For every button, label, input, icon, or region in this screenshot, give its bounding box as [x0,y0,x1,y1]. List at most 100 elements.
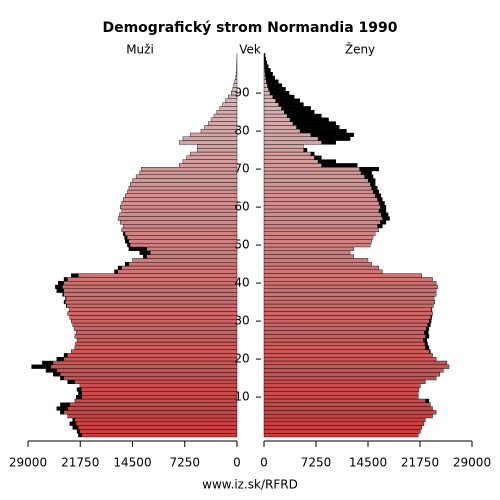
bar-male [74,334,238,339]
bar-female [263,288,437,293]
bar-male [60,376,238,381]
excess-male [60,402,70,407]
excess-male [78,391,83,396]
excess-female [281,106,311,111]
bar-female [263,155,322,160]
bar-male [197,144,238,149]
bar-male [122,223,238,229]
bar-male [58,281,238,286]
bar-female [263,417,426,422]
excess-male [72,425,79,430]
excess-male [128,247,147,251]
bar-male [71,319,238,324]
bar-female [263,147,308,153]
bar-male [189,151,238,156]
bar-male [60,402,238,407]
bar-male [186,155,238,160]
excess-female [264,60,267,65]
y-tick-label: 20 [234,352,249,366]
excess-male [64,277,68,282]
bar-male [55,284,238,289]
excess-female [275,98,300,103]
bar-female [263,300,435,305]
excess-female [368,178,376,183]
excess-male [125,262,129,266]
excess-female [314,155,322,160]
bar-female [263,250,351,255]
bar-male [182,159,238,164]
bar-male [56,357,238,362]
bar-male [67,311,238,316]
bar-female [263,212,389,217]
excess-male [31,364,52,369]
excess-female [264,53,266,57]
excess-female [380,220,386,225]
excess-male [46,368,57,373]
bar-male [78,433,238,438]
excess-male [56,357,65,361]
excess-male [123,231,126,236]
bar-female [263,360,448,365]
y-tick-label: 40 [234,276,249,290]
bar-male [235,71,238,77]
bar-male [132,258,238,263]
excess-female [424,342,428,346]
bar-male [74,345,238,350]
bar-male [120,220,238,225]
excess-female [264,64,269,69]
excess-male [42,361,54,365]
bar-female [263,197,383,202]
bar-male [213,113,238,118]
excess-female [382,216,390,221]
excess-female [423,330,429,335]
bar-male [31,364,238,369]
bar-female [263,273,422,278]
excess-female [317,159,336,164]
bar-male [76,429,238,434]
excess-male [77,429,80,434]
excess-female [269,91,290,95]
bar-female [263,311,433,316]
bar-male [200,128,238,134]
bar-male [125,262,238,267]
chart-title: Demografický strom Normandia 1990 [102,20,397,36]
excess-female [423,338,427,342]
bar-male [74,398,238,403]
bar-female [263,372,440,377]
bar-female [263,208,387,213]
excess-female [378,209,386,213]
bar-female [263,239,372,244]
bar-female [263,174,374,179]
excess-female [425,399,429,403]
bar-female [263,284,438,289]
axis-label: Vek [239,43,261,57]
excess-female [299,129,347,133]
bar-female [263,391,419,396]
bar-female [263,144,304,149]
bar-female [263,376,437,381]
excess-female [425,345,429,350]
bar-female [263,281,437,286]
excess-male [62,292,65,297]
bar-male [207,121,238,126]
excess-male [72,418,75,422]
bar-male [69,421,238,426]
bar-female [263,425,422,430]
bar-male [72,322,238,327]
bar-male [216,109,238,115]
x-tick-label: 21750 [401,456,439,470]
bar-female [263,258,369,263]
excess-female [359,167,379,171]
bar-male [60,410,238,415]
bar-male [71,349,238,354]
bar-male [56,288,238,293]
bar-female [263,262,372,267]
excess-male [125,239,129,244]
excess-male [55,285,63,289]
bar-male [127,242,238,248]
bar-female [263,353,433,358]
excess-female [360,171,372,175]
excess-female [310,152,315,156]
excess-female [303,148,308,152]
bar-female [263,357,437,362]
